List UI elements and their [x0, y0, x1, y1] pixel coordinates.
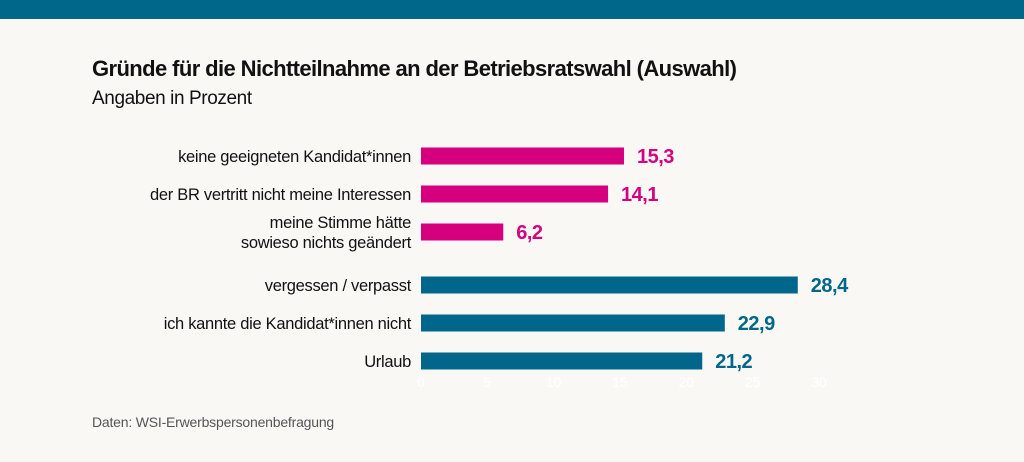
bar	[421, 223, 504, 241]
category-label: keine geeigneten Kandidat*innen	[178, 148, 411, 166]
value-label: 22,9	[738, 313, 775, 335]
value-label: 28,4	[811, 275, 849, 297]
category-label: der BR vertritt nicht meine Interessen	[150, 186, 411, 204]
bar	[421, 352, 703, 370]
chart-title: Gründe für die Nichtteilnahme an der Bet…	[92, 56, 737, 81]
x-tick-label: 15	[612, 374, 628, 390]
category-label: Urlaub	[364, 353, 411, 371]
value-label: 6,2	[516, 222, 543, 244]
bar	[421, 147, 624, 165]
value-label: 21,2	[715, 351, 752, 373]
value-label: 14,1	[621, 184, 658, 206]
chart-subtitle: Angaben in Prozent	[92, 88, 252, 109]
source-note: Daten: WSI-Erwerbspersonenbefragung	[92, 414, 335, 430]
x-tick-label: 5	[483, 374, 491, 390]
x-tick-label: 25	[745, 374, 761, 390]
x-tick-label: 30	[811, 374, 827, 390]
category-label: meine Stimme hätte	[270, 214, 411, 232]
bar	[421, 276, 798, 294]
x-tick-label: 10	[546, 374, 562, 390]
category-label: vergessen / verpasst	[265, 277, 412, 295]
bar	[421, 314, 725, 332]
x-tick-label: 0	[417, 374, 425, 390]
category-label: sowieso nichts geändert	[241, 234, 412, 252]
x-tick-label: 20	[679, 374, 695, 390]
top-bar	[0, 0, 1024, 19]
value-label: 15,3	[637, 146, 674, 168]
category-label: ich kannte die Kandidat*innen nicht	[164, 315, 412, 333]
bar	[421, 185, 609, 203]
